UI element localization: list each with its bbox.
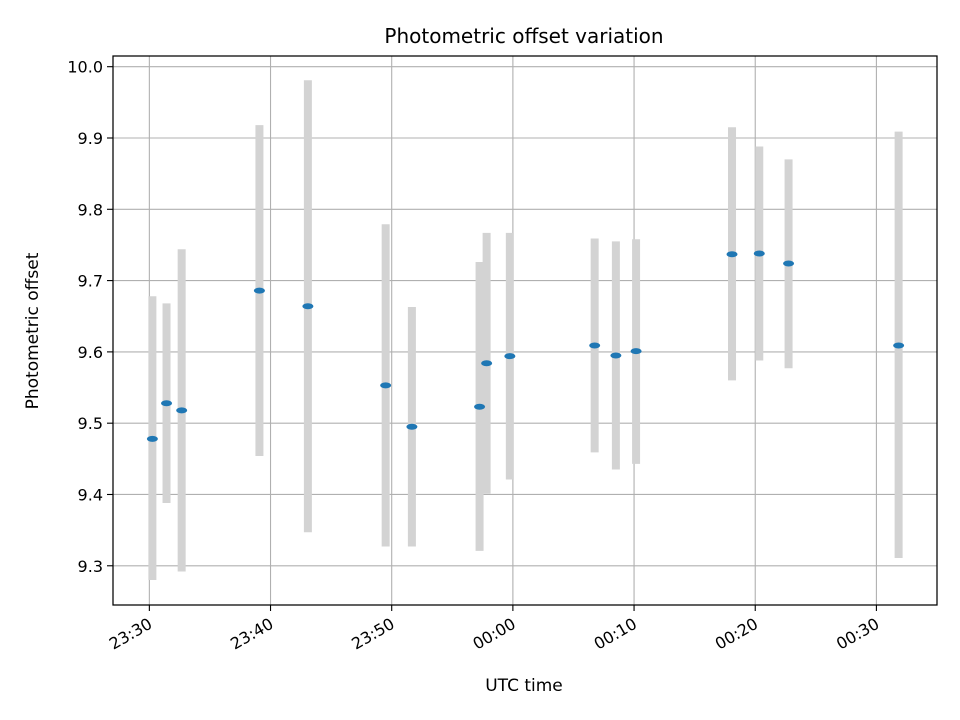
data-point: [474, 403, 486, 410]
data-point: [302, 303, 314, 310]
data-point: [176, 407, 188, 414]
data-point: [481, 360, 493, 367]
y-tick-label: 9.9: [78, 129, 103, 148]
data-points: [146, 250, 905, 442]
data-point: [783, 260, 795, 267]
y-tick-label: 10.0: [67, 58, 103, 77]
y-axis-ticks: 9.3 9.4 9.5 9.6 9.7 9.8 9.9 10.0: [67, 58, 113, 576]
y-tick-label: 9.6: [78, 343, 103, 362]
data-point: [893, 342, 905, 349]
y-axis-label: Photometric offset: [23, 252, 43, 409]
chart-title: Photometric offset variation: [384, 24, 663, 48]
y-tick-label: 9.8: [78, 200, 103, 219]
data-point: [726, 251, 738, 258]
data-point: [589, 342, 601, 349]
data-point: [406, 423, 418, 430]
data-point: [630, 348, 642, 355]
y-tick-label: 9.4: [78, 485, 103, 504]
grid-lines: [113, 56, 937, 605]
y-tick-label: 9.3: [78, 557, 103, 576]
y-tick-label: 9.7: [78, 272, 103, 291]
data-point: [753, 250, 765, 257]
data-point: [610, 352, 622, 359]
y-tick-label: 9.5: [78, 414, 103, 433]
data-point: [146, 435, 158, 442]
data-point: [161, 400, 173, 407]
data-point: [253, 287, 265, 294]
data-point: [504, 353, 516, 360]
x-axis-label: UTC time: [485, 676, 563, 696]
data-point: [380, 382, 392, 389]
plot-frame: [112, 55, 938, 606]
